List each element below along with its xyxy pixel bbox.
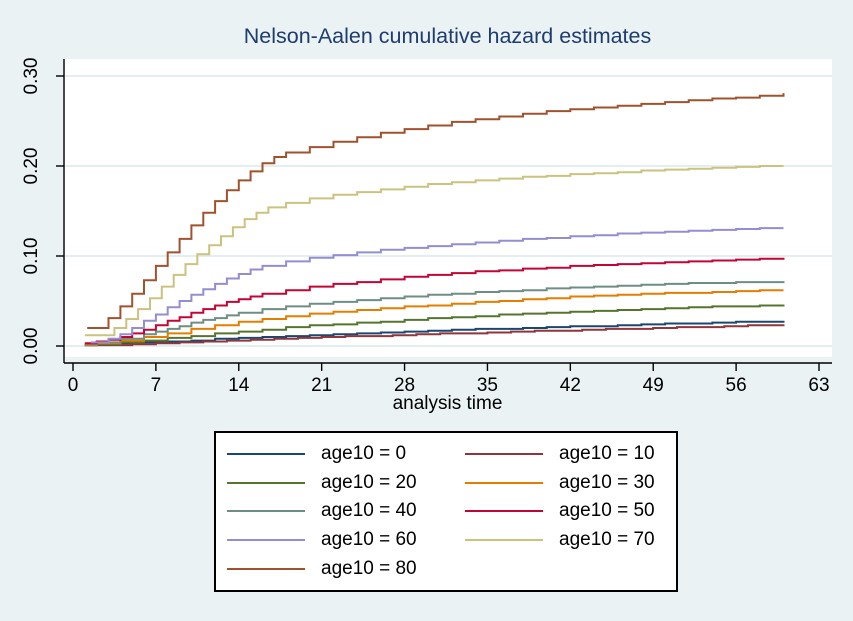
legend-label: age10 = 20 — [321, 471, 417, 493]
y-tick-label: 0.00 — [21, 328, 42, 365]
legend-item: age10 = 30 — [465, 472, 676, 494]
legend-label: age10 = 50 — [559, 500, 655, 522]
legend-item: age10 = 20 — [227, 472, 465, 494]
legend-line-swatch — [227, 481, 305, 484]
series-line-age1030 — [84, 289, 784, 347]
series-line-age1010 — [84, 324, 785, 347]
legend-item: age10 = 80 — [227, 558, 465, 580]
legend-label: age10 = 80 — [321, 557, 417, 579]
legend-line-swatch — [465, 510, 543, 513]
legend-item: age10 = 70 — [465, 529, 676, 551]
legend-line-swatch — [227, 539, 305, 542]
series-line-age1040 — [84, 281, 785, 346]
series-line-age1050 — [84, 257, 785, 345]
legend-line-swatch — [465, 539, 543, 542]
series-line-age1080 — [87, 93, 785, 329]
legend-label: age10 = 40 — [321, 500, 417, 522]
series-line-age1060 — [90, 227, 784, 344]
legend-line-swatch — [465, 453, 543, 456]
y-tick-label: 0.30 — [21, 58, 42, 95]
legend-line-swatch — [227, 567, 305, 570]
legend-line-swatch — [227, 510, 305, 513]
series-line-age100 — [84, 320, 785, 347]
legend-label: age10 = 60 — [321, 529, 417, 551]
y-tick-label: 0.10 — [21, 238, 42, 275]
legend-item: age10 = 10 — [465, 443, 676, 465]
legend-line-swatch — [465, 481, 543, 484]
plot-region — [65, 59, 832, 357]
legend-label: age10 = 70 — [559, 529, 655, 551]
x-axis-label: analysis time — [392, 393, 503, 414]
legend-line-swatch — [227, 453, 305, 456]
chart-title: Nelson-Aalen cumulative hazard estimates — [243, 24, 652, 48]
y-tick-label: 0.20 — [21, 148, 42, 185]
series-line-age1020 — [84, 304, 785, 347]
legend-label: age10 = 10 — [559, 443, 655, 465]
legend-label: age10 = 30 — [559, 471, 655, 493]
legend-label: age10 = 0 — [321, 443, 407, 465]
legend-item: age10 = 60 — [227, 529, 465, 551]
legend: age10 = 0 age10 = 10 age10 = 20 age10 = 30 a… — [214, 431, 678, 592]
legend-item: age10 = 40 — [227, 500, 465, 522]
legend-item: age10 = 50 — [465, 500, 676, 522]
series-line-age1070 — [84, 165, 784, 337]
legend-item: age10 = 0 — [227, 443, 465, 465]
